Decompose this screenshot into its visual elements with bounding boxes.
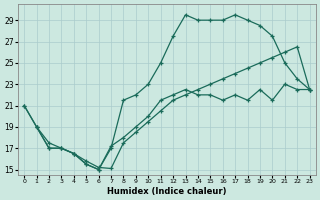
X-axis label: Humidex (Indice chaleur): Humidex (Indice chaleur) <box>107 187 227 196</box>
